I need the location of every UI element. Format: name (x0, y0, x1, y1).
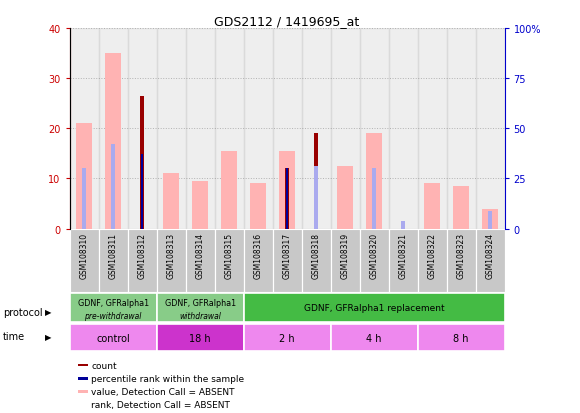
Text: GSM108310: GSM108310 (79, 232, 89, 278)
Bar (482, 209, 498, 229)
Bar (447, 29, 476, 229)
Bar (314, 134, 318, 229)
Text: ▶: ▶ (45, 307, 51, 316)
Bar (244, 293, 505, 323)
Bar (78, 403, 88, 406)
Bar (215, 29, 244, 229)
Bar (331, 325, 418, 351)
Bar (488, 211, 492, 229)
Bar (157, 29, 186, 229)
Text: value, Detection Call = ABSENT: value, Detection Call = ABSENT (92, 387, 235, 396)
Text: GSM108313: GSM108313 (166, 232, 176, 278)
Bar (128, 229, 157, 292)
Text: GSM108316: GSM108316 (253, 232, 263, 278)
Text: GSM108324: GSM108324 (485, 232, 495, 278)
Bar (192, 182, 208, 229)
Bar (186, 29, 215, 229)
Text: pre-withdrawal: pre-withdrawal (85, 311, 142, 320)
Bar (128, 29, 157, 229)
Text: protocol: protocol (3, 307, 42, 317)
Text: GDNF, GFRalpha1 replacement: GDNF, GFRalpha1 replacement (304, 303, 444, 312)
Bar (141, 155, 143, 229)
Bar (140, 97, 144, 229)
Bar (360, 229, 389, 292)
Bar (279, 152, 295, 229)
Bar (418, 229, 447, 292)
Bar (372, 169, 376, 229)
Title: GDS2112 / 1419695_at: GDS2112 / 1419695_at (215, 15, 360, 28)
Text: GSM108314: GSM108314 (195, 232, 205, 278)
Bar (401, 221, 405, 229)
Bar (337, 166, 353, 229)
Text: GSM108311: GSM108311 (108, 232, 118, 278)
Bar (366, 134, 382, 229)
Bar (244, 229, 273, 292)
Text: 2 h: 2 h (280, 333, 295, 343)
Bar (418, 325, 505, 351)
Bar (244, 325, 331, 351)
Text: count: count (92, 361, 117, 370)
Bar (331, 229, 360, 292)
Bar (82, 169, 86, 229)
Bar (105, 54, 121, 229)
Text: GDNF, GFRalpha1: GDNF, GFRalpha1 (78, 299, 148, 307)
Text: time: time (3, 332, 25, 342)
Bar (331, 29, 360, 229)
Text: GSM108318: GSM108318 (311, 232, 321, 278)
Text: GSM108321: GSM108321 (398, 232, 408, 278)
Bar (221, 152, 237, 229)
Bar (99, 29, 128, 229)
Bar (111, 145, 115, 229)
Bar (273, 29, 302, 229)
Bar (157, 325, 244, 351)
Bar (70, 293, 157, 323)
Bar (302, 229, 331, 292)
Bar (250, 184, 266, 229)
Bar (215, 229, 244, 292)
Bar (157, 293, 244, 323)
Text: 4 h: 4 h (367, 333, 382, 343)
Text: percentile rank within the sample: percentile rank within the sample (92, 374, 245, 383)
Text: GSM108320: GSM108320 (369, 232, 379, 278)
Text: rank, Detection Call = ABSENT: rank, Detection Call = ABSENT (92, 400, 230, 409)
Bar (418, 29, 447, 229)
Text: GSM108323: GSM108323 (456, 232, 466, 278)
Bar (78, 390, 88, 393)
Bar (424, 184, 440, 229)
Bar (389, 29, 418, 229)
Text: GSM108317: GSM108317 (282, 232, 292, 278)
Bar (286, 169, 288, 229)
Bar (157, 229, 186, 292)
Bar (78, 377, 88, 380)
Text: GSM108319: GSM108319 (340, 232, 350, 278)
Bar (70, 325, 157, 351)
Bar (453, 187, 469, 229)
Bar (70, 29, 99, 229)
Bar (163, 174, 179, 229)
Bar (99, 229, 128, 292)
Text: GSM108315: GSM108315 (224, 232, 234, 278)
Bar (285, 169, 289, 229)
Text: control: control (96, 333, 130, 343)
Bar (186, 229, 215, 292)
Bar (476, 229, 505, 292)
Bar (360, 29, 389, 229)
Bar (70, 229, 99, 292)
Bar (244, 29, 273, 229)
Bar (314, 167, 318, 229)
Text: GSM108312: GSM108312 (137, 232, 147, 278)
Bar (389, 229, 418, 292)
Bar (78, 364, 88, 366)
Text: GSM108322: GSM108322 (427, 232, 437, 278)
Text: withdrawal: withdrawal (179, 311, 221, 320)
Text: GDNF, GFRalpha1: GDNF, GFRalpha1 (165, 299, 235, 307)
Text: 18 h: 18 h (189, 333, 211, 343)
Bar (302, 29, 331, 229)
Text: 8 h: 8 h (454, 333, 469, 343)
Text: ▶: ▶ (45, 332, 51, 341)
Bar (447, 229, 476, 292)
Bar (76, 124, 92, 229)
Bar (273, 229, 302, 292)
Bar (476, 29, 505, 229)
